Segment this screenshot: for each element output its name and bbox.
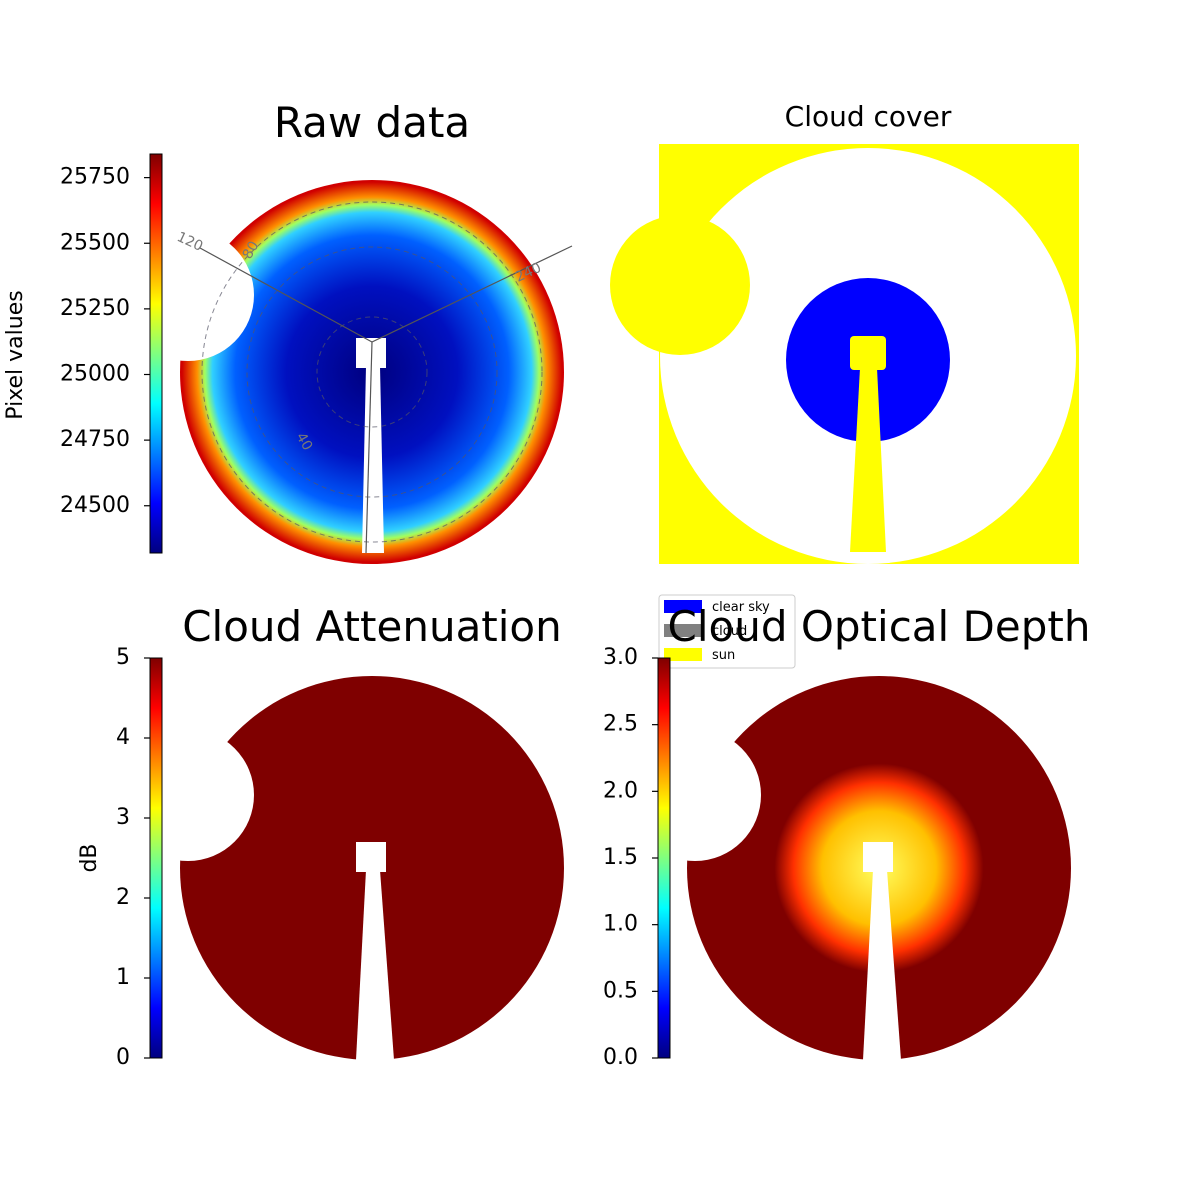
legend-label: cloud xyxy=(712,624,747,639)
panel-title: Cloud cover xyxy=(785,100,952,133)
attenuation-image xyxy=(170,660,570,1060)
colorbar xyxy=(149,657,163,1059)
colorbar-tick-label: 2.5 xyxy=(603,712,638,737)
colorbar-tick-label: 25750 xyxy=(60,165,130,190)
colorbar-tick-label: 2.0 xyxy=(603,778,638,803)
colorbar-tick-label: 2 xyxy=(116,885,130,910)
colorbar-tick-label: 1.5 xyxy=(603,845,638,870)
panel-title: Cloud Attenuation xyxy=(182,602,562,651)
raw-image xyxy=(170,170,573,570)
colorbar-tick-label: 4 xyxy=(116,725,130,750)
colorbar-tick-label: 25250 xyxy=(60,296,130,321)
colorbar-tick-label: 1.0 xyxy=(603,912,638,937)
colorbar-tick-label: 0 xyxy=(116,1045,130,1070)
colorbar-tick-label: 0.0 xyxy=(603,1045,638,1070)
legend-swatch xyxy=(664,624,702,637)
legend-label: sun xyxy=(712,648,735,663)
colorbar-tick-label: 25500 xyxy=(60,230,130,255)
colorbar xyxy=(149,153,163,554)
colorbar xyxy=(657,657,671,1059)
colorbar-label: dB xyxy=(77,843,102,872)
panel-title: Raw data xyxy=(274,98,470,147)
colorbar-tick-label: 3 xyxy=(116,805,130,830)
colorbar-tick-label: 24750 xyxy=(60,427,130,452)
legend-label: clear sky xyxy=(712,600,770,615)
colorbar-tick-label: 5 xyxy=(116,645,130,670)
colorbar-tick-label: 24500 xyxy=(60,493,130,518)
panel-title: Cloud Optical Depth xyxy=(668,602,1091,651)
legend-swatch xyxy=(664,600,702,613)
cloud-cover-image xyxy=(610,144,1079,564)
colorbar-tick-label: 1 xyxy=(116,965,130,990)
colorbar-tick-label: 25000 xyxy=(60,362,130,387)
legend-swatch xyxy=(664,648,702,661)
polar-label: 80 xyxy=(240,239,263,262)
polar-label: 40 xyxy=(293,430,316,453)
colorbar-label: Pixel values xyxy=(3,290,28,419)
optical-depth-image xyxy=(677,660,1077,1060)
colorbar-tick-label: 0.5 xyxy=(603,978,638,1003)
colorbar-tick-label: 3.0 xyxy=(603,645,638,670)
